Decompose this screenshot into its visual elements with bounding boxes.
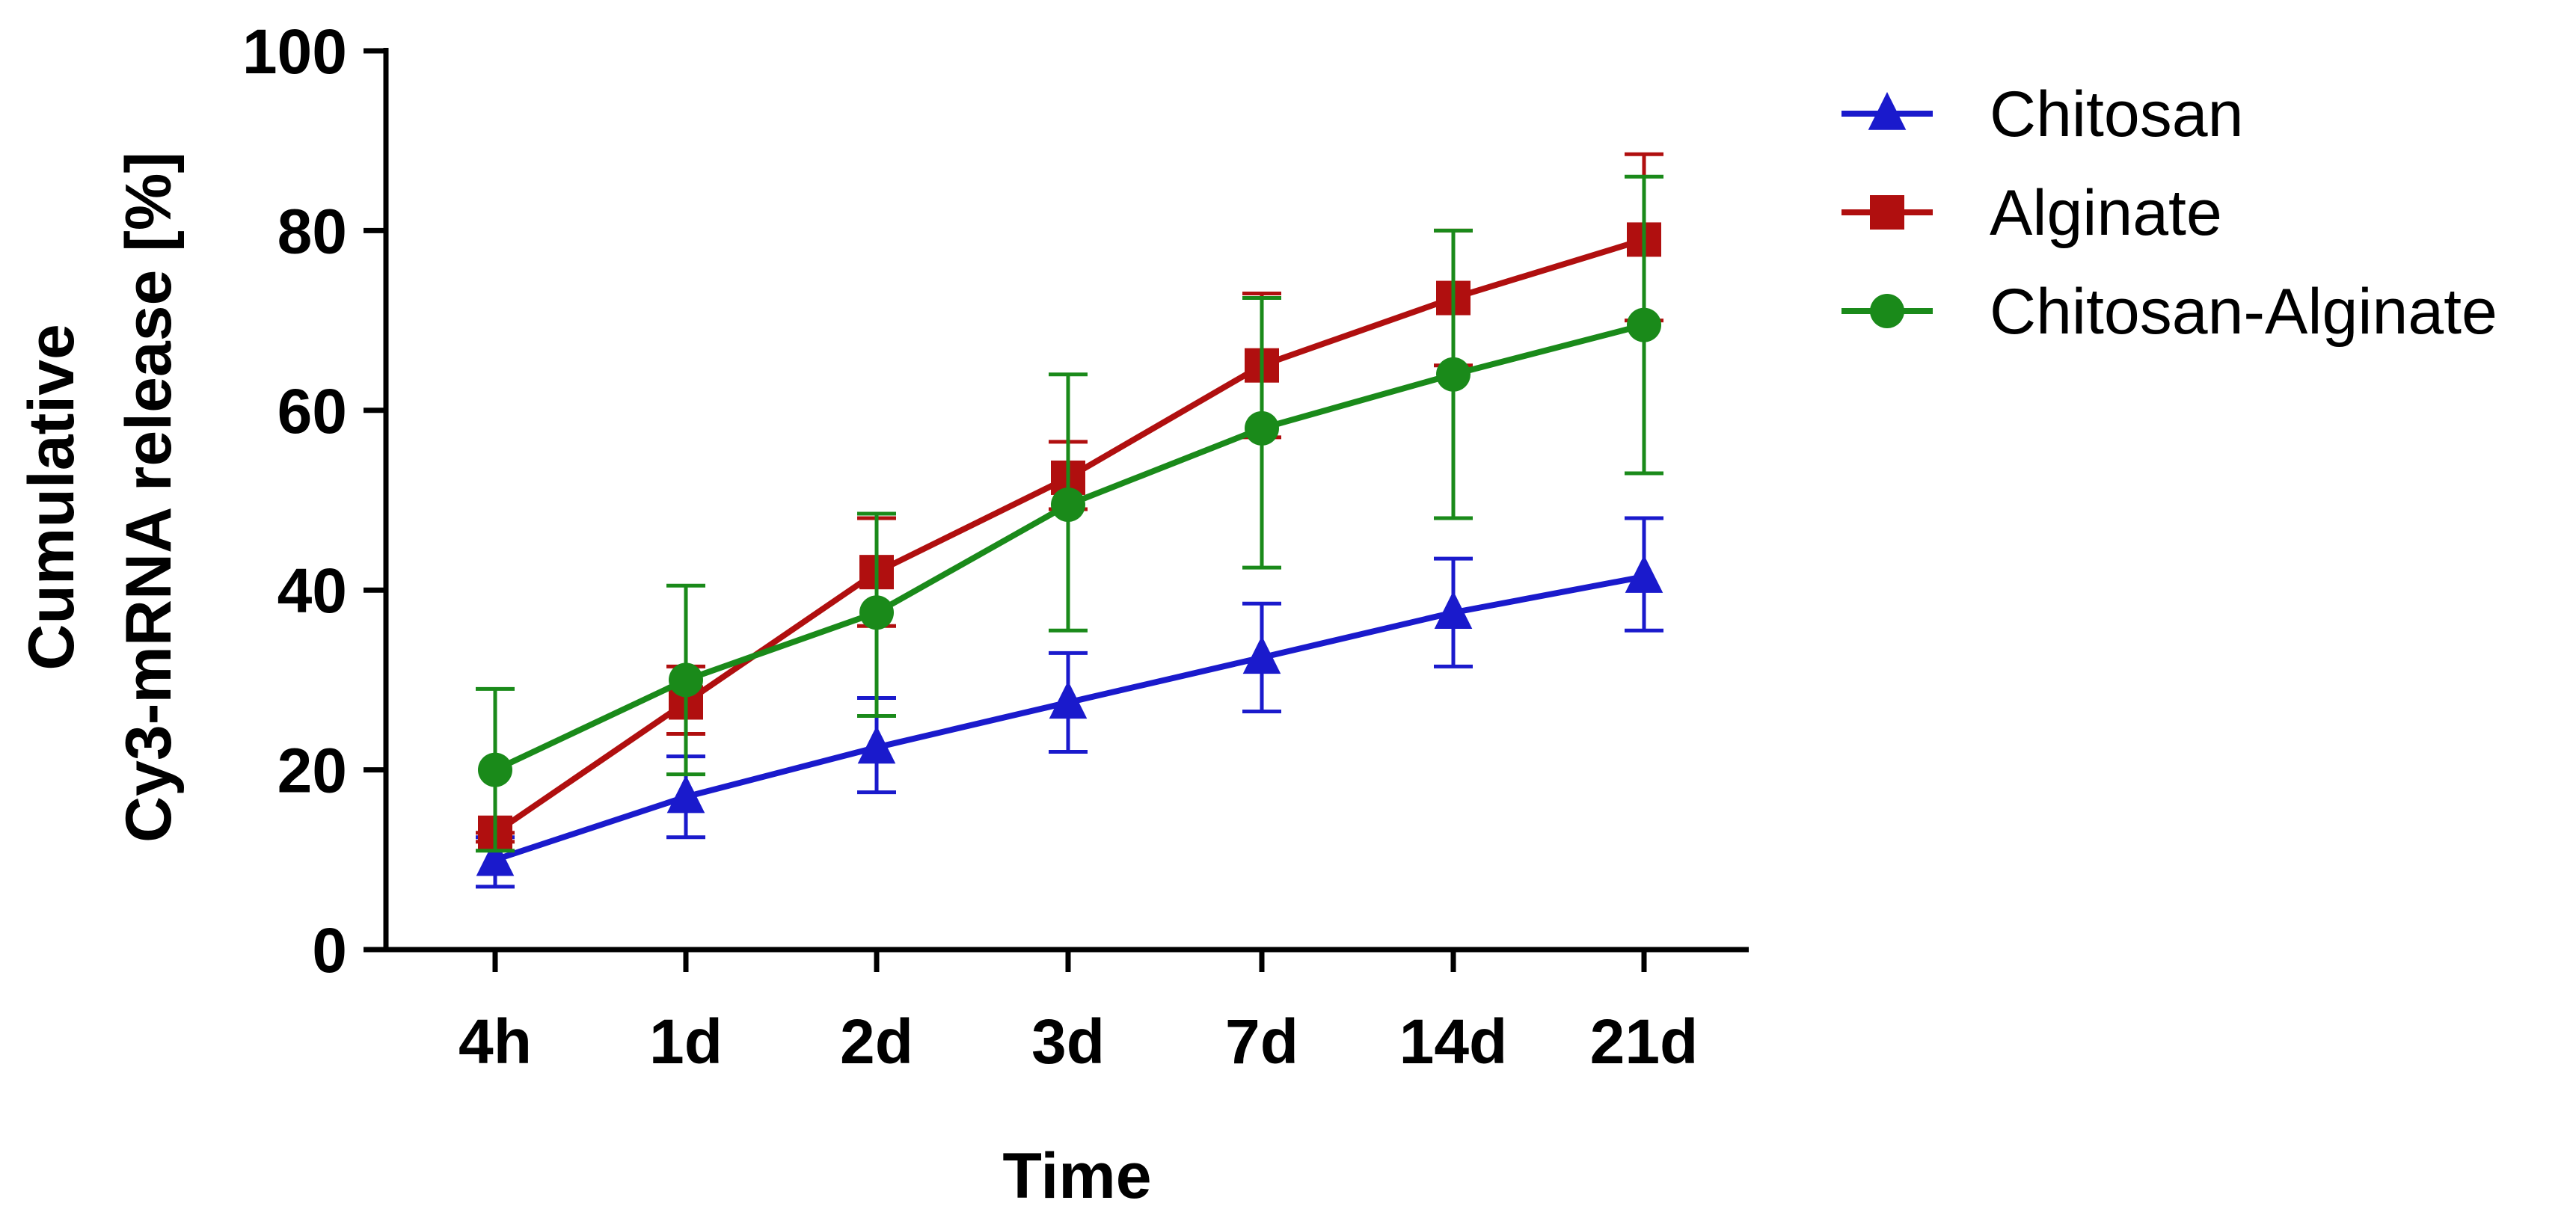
y-tick-label: 0 — [312, 915, 347, 985]
y-axis-title: Cumulative Cy3-mRNA release [%] — [16, 152, 185, 843]
data-point — [1245, 410, 1279, 446]
x-tick-label: 21d — [1590, 1006, 1699, 1077]
y-tick-label: 20 — [277, 736, 347, 806]
legend-item: Chitosan — [1841, 79, 2243, 150]
x-tick-label: 4h — [459, 1006, 532, 1077]
y-ticks: 0 20 40 60 80 100 — [242, 16, 386, 985]
series-chitosan — [476, 516, 1663, 889]
x-tick-label: 7d — [1225, 1006, 1298, 1077]
x-tick-label: 1d — [649, 1006, 723, 1077]
y-tick-label: 80 — [277, 196, 347, 266]
x-tick-label: 14d — [1399, 1006, 1508, 1077]
data-point — [476, 837, 515, 876]
legend: Chitosan Alginate Chitosan-Alginate — [1841, 79, 2497, 348]
legend-marker — [1870, 195, 1904, 230]
data-point — [1051, 488, 1085, 523]
legend-label: Chitosan — [1990, 79, 2243, 150]
y-tick-label: 40 — [277, 556, 347, 626]
data-point — [666, 775, 705, 814]
data-point — [1625, 555, 1663, 593]
legend-marker — [1870, 294, 1904, 328]
x-ticks: 4h 1d 2d 3d 7d 14d 21d — [459, 950, 1698, 1077]
data-point — [1049, 680, 1088, 719]
legend-item: Alginate — [1841, 177, 2222, 249]
data-point — [478, 752, 512, 787]
data-point — [1436, 357, 1471, 392]
x-tick-label: 3d — [1031, 1006, 1105, 1077]
x-axis-title: Time — [1002, 1140, 1151, 1212]
y-axis-title-line-2: Cy3-mRNA release [%] — [113, 152, 185, 843]
y-tick-label: 100 — [242, 16, 347, 87]
data-point — [1627, 307, 1661, 342]
data-point — [859, 595, 894, 630]
data-point — [857, 725, 896, 764]
legend-label: Alginate — [1990, 177, 2222, 249]
x-tick-label: 2d — [840, 1006, 913, 1077]
legend-label: Chitosan-Alginate — [1990, 276, 2497, 348]
series-layer — [476, 152, 1663, 889]
data-point — [1242, 636, 1281, 674]
data-point — [669, 662, 703, 698]
legend-marker — [1868, 92, 1907, 130]
y-axis-title-line-1: Cumulative — [16, 324, 88, 671]
series-chitosan-alginate — [476, 174, 1663, 853]
data-point — [1434, 591, 1473, 629]
legend-item: Chitosan-Alginate — [1841, 276, 2497, 348]
y-tick-label: 60 — [277, 376, 347, 446]
